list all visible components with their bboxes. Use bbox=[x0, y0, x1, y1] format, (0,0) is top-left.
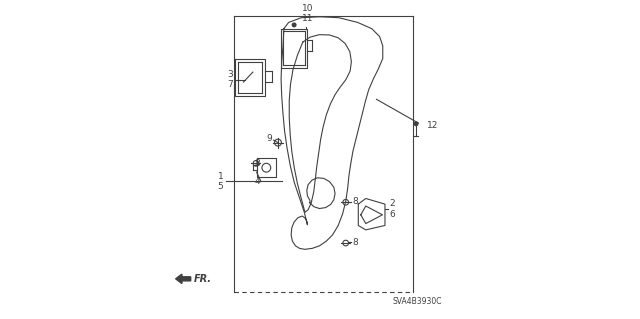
Text: 8: 8 bbox=[353, 238, 358, 247]
Text: 10
11: 10 11 bbox=[301, 4, 313, 23]
Text: 4: 4 bbox=[254, 177, 260, 186]
Text: 2
6: 2 6 bbox=[389, 199, 395, 219]
FancyArrow shape bbox=[175, 274, 191, 284]
Text: 9: 9 bbox=[266, 134, 272, 143]
Text: FR.: FR. bbox=[194, 274, 212, 284]
Circle shape bbox=[292, 22, 296, 27]
Text: 3
7: 3 7 bbox=[227, 70, 233, 89]
Text: 8: 8 bbox=[353, 197, 358, 206]
Text: 1
5: 1 5 bbox=[218, 172, 223, 191]
Text: 12: 12 bbox=[428, 121, 438, 130]
Text: 8: 8 bbox=[254, 159, 260, 168]
Text: SVA4B3930C: SVA4B3930C bbox=[392, 297, 442, 306]
Circle shape bbox=[413, 121, 419, 126]
